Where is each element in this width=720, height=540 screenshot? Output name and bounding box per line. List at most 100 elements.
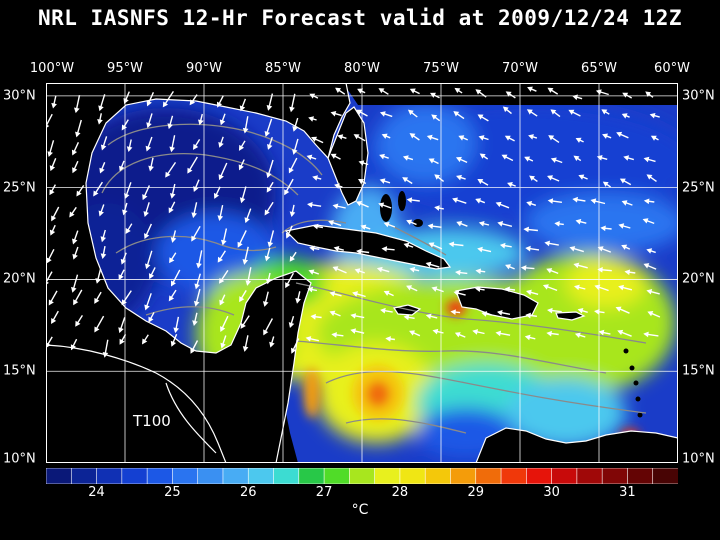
wind-vector-head — [428, 158, 435, 164]
chart-title: NRL IASNFS 12-Hr Forecast valid at 2009/… — [37, 6, 682, 30]
wind-vector-head — [453, 111, 460, 117]
wind-vector-head — [378, 88, 385, 94]
wind-vector-head — [526, 200, 533, 207]
wind-vector-head — [575, 137, 582, 143]
wind-vector-head — [267, 241, 274, 248]
wind-vector-head — [569, 246, 576, 252]
colorbar-swatch — [399, 468, 426, 484]
wind-vector-head — [403, 242, 410, 249]
wind-vector-head — [122, 209, 128, 216]
wind-vector-head — [618, 284, 624, 291]
latitude-label-right: 15°N — [682, 363, 715, 379]
wind-vector-head — [312, 223, 319, 230]
colorbar-swatch — [349, 468, 376, 484]
wind-vector-head — [306, 154, 313, 161]
wind-vector-head — [458, 135, 465, 141]
colorbar-tick-label: 29 — [467, 485, 485, 500]
wind-vector-head — [143, 211, 149, 217]
wind-vector-head — [72, 238, 78, 245]
longitude-label: 80°W — [344, 61, 380, 76]
wind-vector-head — [168, 207, 174, 214]
wind-vector-head — [266, 105, 273, 111]
wind-vector-head — [524, 156, 531, 162]
wind-vector-head — [602, 181, 609, 187]
wind-vector-head — [402, 177, 409, 183]
wind-vector-head — [144, 263, 151, 270]
colorbar-swatch — [450, 468, 477, 484]
wind-vector-head — [264, 209, 270, 216]
wind-vector-head — [406, 219, 413, 225]
wind-vector-head — [220, 326, 226, 333]
wind-vector-head — [406, 285, 413, 291]
wind-vector-head — [189, 99, 196, 106]
wind-vector-head — [267, 143, 273, 150]
wind-vector-head — [453, 290, 460, 297]
wind-vector-head — [477, 178, 484, 185]
wind-vector-head — [169, 193, 176, 199]
wind-vector-head — [619, 178, 626, 184]
wind-vector-head — [504, 135, 511, 141]
colorbar-swatch — [172, 468, 199, 484]
wind-vector-head — [309, 245, 315, 252]
wind-vector-head — [194, 283, 200, 290]
wind-vector-head — [100, 236, 106, 243]
wind-vector-head — [379, 153, 385, 160]
wind-vector-head — [475, 89, 482, 95]
wind-vector-head — [643, 198, 650, 205]
colorbar-swatch — [96, 468, 123, 484]
wind-vector-head — [118, 327, 124, 334]
wind-vector-head — [360, 224, 367, 230]
colorbar-swatch — [500, 468, 527, 484]
wind-vector-head — [69, 211, 75, 218]
wind-vector-head — [643, 156, 650, 163]
wind-vector-head — [76, 190, 82, 197]
latitude-label-right: 25°N — [682, 180, 715, 196]
wind-vector-head — [427, 223, 434, 230]
colorbar-swatch — [374, 468, 401, 484]
wind-vector-head — [578, 174, 585, 180]
wind-vector-head — [196, 262, 202, 269]
wind-vector-head — [602, 133, 608, 139]
wind-vector-head — [49, 189, 55, 196]
wind-vector-head — [434, 174, 441, 180]
wind-vector-head — [239, 296, 245, 303]
wind-vector-head — [71, 149, 78, 156]
wind-vector-head — [192, 143, 199, 150]
wind-vector-head — [455, 269, 461, 276]
wind-vector-head — [524, 334, 531, 341]
map-tag: T100 — [133, 412, 171, 430]
wind-vector-head — [292, 125, 298, 132]
wind-vector-head — [450, 309, 456, 315]
wind-vector-head — [358, 178, 365, 185]
wind-vector-head — [354, 268, 361, 274]
longitude-label: 90°W — [186, 61, 222, 76]
wind-vector-head — [381, 133, 388, 139]
wind-vector-head — [380, 307, 386, 314]
wind-vector-head — [46, 257, 52, 264]
wind-vector-head — [120, 258, 127, 265]
wind-vector-head — [548, 135, 555, 141]
colorbar-tick-label: 27 — [315, 485, 333, 500]
wind-vector-head — [331, 332, 337, 338]
isotherm-contours — [101, 123, 647, 434]
wind-vector-head — [623, 155, 630, 161]
wind-vector-head — [615, 306, 622, 312]
wind-vector-head — [525, 289, 532, 296]
wind-vector-head — [350, 328, 357, 334]
wind-vector-head — [357, 88, 364, 94]
wind-vector-head — [312, 175, 318, 181]
colorbar-tick-label: 31 — [619, 485, 636, 500]
wind-vector-head — [455, 156, 462, 163]
wind-vector-head — [624, 269, 631, 276]
wind-vector-head — [100, 144, 107, 151]
wind-vector-head — [169, 146, 175, 153]
colorbar-unit: °C — [351, 502, 369, 518]
wind-vector-head — [622, 92, 629, 98]
wind-vector-head — [479, 153, 486, 159]
wind-vector-head — [594, 309, 600, 315]
wind-vector-head — [333, 246, 340, 252]
wind-vector-head — [238, 144, 245, 151]
wind-vector — [46, 271, 53, 284]
wind-vector-head — [218, 141, 224, 148]
wind-vector-head — [478, 221, 485, 227]
